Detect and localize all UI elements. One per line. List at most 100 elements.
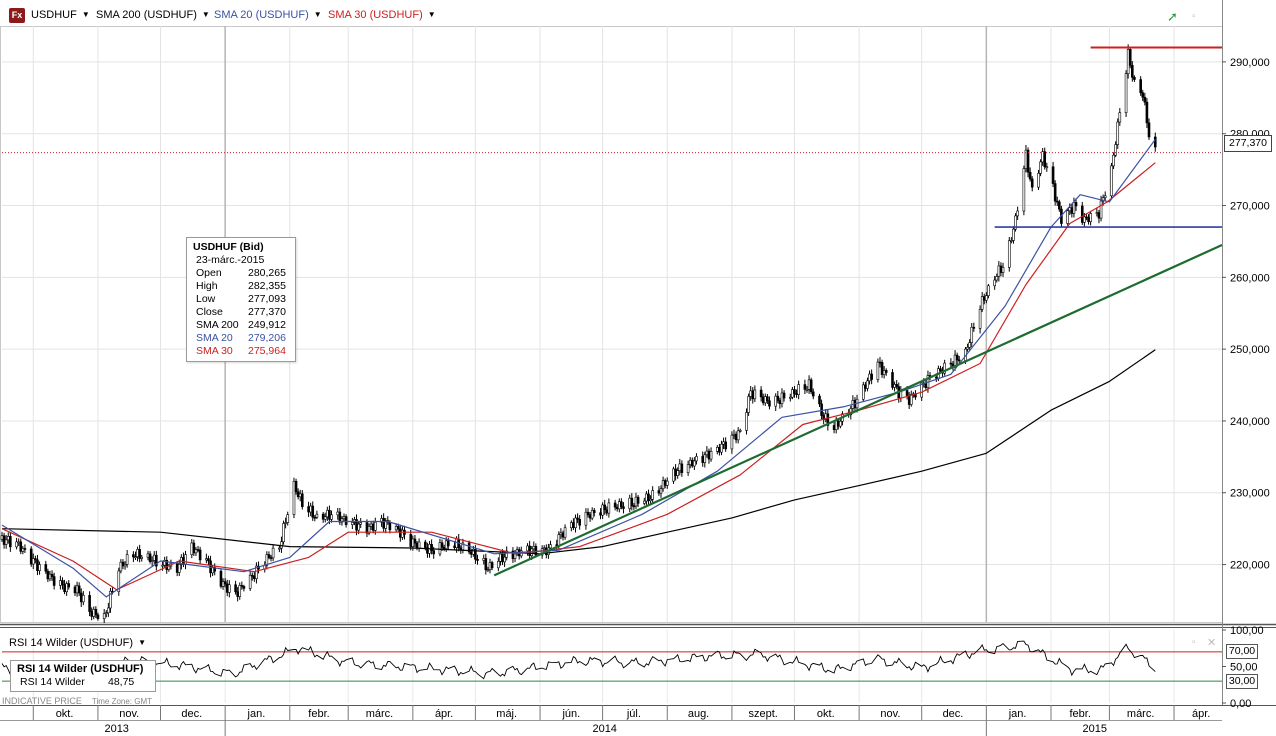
candle-body bbox=[484, 558, 488, 571]
candle-body bbox=[467, 542, 471, 553]
tooltip-row: Open 280,265 bbox=[187, 267, 295, 280]
sma20-dropdown[interactable]: SMA 20 (USDHUF) ▼ bbox=[214, 9, 322, 21]
x-month-label: máj. bbox=[496, 708, 517, 720]
x-month-label: márc. bbox=[1127, 708, 1155, 720]
candle-body bbox=[949, 362, 953, 365]
candle-body bbox=[1112, 154, 1115, 167]
candle-body bbox=[446, 540, 450, 547]
candle-body bbox=[776, 395, 780, 401]
candle-body bbox=[79, 592, 83, 603]
candle-body bbox=[997, 265, 1001, 277]
candle-body bbox=[724, 441, 727, 450]
candle-body bbox=[65, 583, 68, 593]
candle-body bbox=[0, 535, 4, 540]
candle-body bbox=[19, 541, 23, 552]
candle-body bbox=[709, 451, 713, 460]
x-month-label: nov. bbox=[880, 708, 900, 720]
candle-body bbox=[1010, 240, 1013, 242]
candle-body bbox=[351, 522, 354, 525]
candle-body bbox=[753, 389, 757, 400]
tooltip-value: 279,206 bbox=[248, 332, 286, 344]
candle-body bbox=[77, 585, 81, 594]
candle-body bbox=[732, 433, 736, 436]
candle-body bbox=[265, 554, 269, 566]
candle-body bbox=[526, 545, 529, 552]
candle-body bbox=[605, 509, 609, 514]
y-tick-label: 270,000 bbox=[1230, 201, 1270, 213]
candle-body bbox=[488, 562, 492, 570]
candle-body bbox=[336, 511, 340, 516]
candle-body bbox=[686, 464, 690, 473]
candle-body bbox=[503, 556, 506, 563]
rsi-level-70: 70,00 bbox=[1226, 644, 1258, 659]
candle-body bbox=[1097, 212, 1101, 219]
sma200-dropdown[interactable]: SMA 200 (USDHUF) ▼ bbox=[96, 9, 210, 21]
candle-body bbox=[620, 501, 623, 508]
candle-body bbox=[782, 392, 786, 399]
candle-body bbox=[603, 504, 607, 511]
y-tick-label: 260,000 bbox=[1230, 272, 1270, 284]
candle-body bbox=[75, 585, 79, 594]
maximize-icon[interactable]: ▫ bbox=[1192, 11, 1196, 22]
sma30-dropdown[interactable]: SMA 30 (USDHUF) ▼ bbox=[328, 9, 436, 21]
tooltip-value: 282,355 bbox=[248, 280, 286, 292]
candle-body bbox=[999, 265, 1003, 273]
candle-body bbox=[651, 490, 654, 500]
tooltip-row: High 282,355 bbox=[187, 280, 295, 293]
candle-body bbox=[359, 522, 363, 525]
candle-body bbox=[482, 558, 486, 561]
candle-body bbox=[791, 389, 794, 398]
candle-body bbox=[1143, 96, 1147, 103]
candle-body bbox=[1037, 173, 1040, 188]
candle-body bbox=[338, 511, 342, 523]
candle-body bbox=[665, 480, 669, 486]
x-year-label: 2015 bbox=[1083, 723, 1107, 735]
candle-body bbox=[607, 502, 611, 514]
candle-body bbox=[759, 389, 763, 398]
candle-body bbox=[864, 384, 867, 389]
candle-body bbox=[340, 518, 344, 523]
candle-body bbox=[326, 509, 329, 518]
candle-body bbox=[2, 535, 6, 545]
annotations bbox=[2, 46, 1223, 577]
candle-body bbox=[330, 514, 333, 520]
candle-body bbox=[294, 480, 298, 493]
candle-body bbox=[344, 516, 348, 525]
symbol-dropdown[interactable]: USDHUF ▼ bbox=[31, 9, 90, 21]
candle-body bbox=[1153, 136, 1157, 148]
close-icon[interactable]: ✕ bbox=[1207, 637, 1217, 649]
candle-body bbox=[578, 519, 581, 526]
candle-body bbox=[695, 456, 698, 462]
candle-body bbox=[1041, 151, 1044, 163]
candle-body bbox=[643, 500, 646, 504]
candle-body bbox=[15, 541, 18, 548]
candle-body bbox=[659, 488, 663, 494]
candle-body bbox=[793, 389, 796, 394]
candle-body bbox=[152, 554, 156, 561]
candle-body bbox=[282, 523, 285, 543]
y-tick-label: 240,000 bbox=[1230, 416, 1270, 428]
candle-body bbox=[542, 547, 546, 550]
candle-body bbox=[104, 612, 108, 615]
rsi-dropdown[interactable]: RSI 14 Wilder (USDHUF) ▼ bbox=[9, 637, 146, 649]
candle-body bbox=[909, 394, 913, 405]
candle-body bbox=[328, 509, 331, 520]
candle-body bbox=[1118, 112, 1122, 123]
maximize-icon[interactable]: ▫ bbox=[1192, 637, 1196, 648]
candle-body bbox=[528, 545, 531, 556]
candle-body bbox=[680, 463, 684, 473]
trendline bbox=[493, 244, 1223, 577]
candle-body bbox=[184, 554, 187, 565]
symbol-label: USDHUF bbox=[31, 9, 77, 21]
indicative-label: INDICATIVE PRICE bbox=[2, 696, 82, 706]
candle-body bbox=[985, 295, 988, 301]
candle-body bbox=[891, 372, 894, 388]
candle-body bbox=[955, 354, 959, 361]
trend-icon[interactable]: ➚ bbox=[1167, 9, 1178, 24]
tooltip-row: SMA 30 275,964 bbox=[187, 345, 295, 358]
candle-body bbox=[599, 512, 602, 516]
candle-body bbox=[96, 614, 100, 619]
candle-body bbox=[190, 542, 194, 555]
last-price-label: 277,370 bbox=[1224, 135, 1272, 152]
candle-body bbox=[907, 395, 911, 405]
